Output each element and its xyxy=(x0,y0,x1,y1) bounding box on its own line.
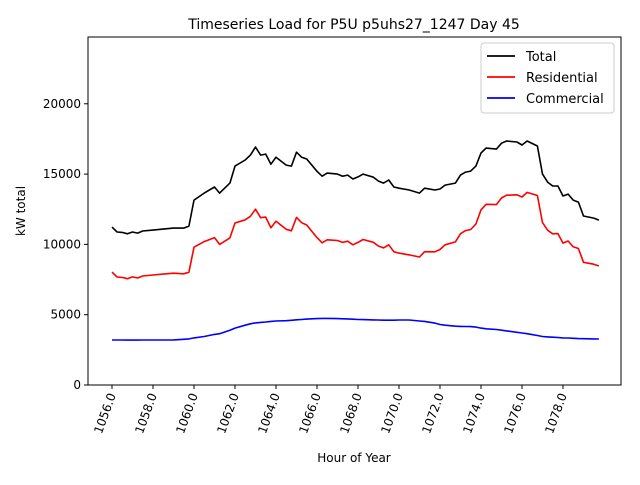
x-tick-label: 1072.0 xyxy=(419,391,447,435)
legend-box xyxy=(480,42,615,114)
y-tick-label: 5000 xyxy=(50,308,81,322)
legend-label-total: Total xyxy=(525,50,556,65)
y-tick-label: 10000 xyxy=(43,237,81,251)
x-tick-label: 1060.0 xyxy=(173,391,201,435)
plot-frame xyxy=(87,36,622,386)
y-tick-label: 20000 xyxy=(43,97,81,111)
legend-label-commercial: Commercial xyxy=(526,92,604,107)
legend-label-residential: Residential xyxy=(526,71,598,86)
y-tick-label: 15000 xyxy=(43,167,81,181)
x-tick-label: 1064.0 xyxy=(255,391,283,435)
x-tick-label: 1062.0 xyxy=(214,391,242,435)
x-tick-label: 1078.0 xyxy=(542,391,570,435)
series-layer xyxy=(111,140,600,341)
chart-title: Timeseries Load for P5U p5uhs27_1247 Day… xyxy=(187,17,520,33)
x-tick-label: 1074.0 xyxy=(460,391,488,435)
y-axis-label: kW total xyxy=(14,186,28,236)
x-tick-label: 1076.0 xyxy=(501,391,529,435)
x-axis-label: Hour of Year xyxy=(317,451,391,465)
x-tick-label: 1058.0 xyxy=(132,391,160,435)
series-line-residential xyxy=(111,191,600,280)
series-line-total xyxy=(111,140,600,235)
series-line-commercial xyxy=(112,317,599,341)
y-axis: 0 5000 10000 15000 20000 xyxy=(43,97,88,392)
x-tick-label: 1066.0 xyxy=(296,391,324,435)
x-tick-label: 1068.0 xyxy=(337,391,365,435)
legend: Total Residential Commercial xyxy=(480,42,615,114)
y-tick-label: 0 xyxy=(73,378,81,392)
x-tick-label: 1056.0 xyxy=(91,391,119,435)
x-tick-label: 1070.0 xyxy=(378,391,406,435)
x-axis: 1056.0 1058.0 1060.0 1062.0 1064.0 1066.0 1068… xyxy=(91,385,570,435)
